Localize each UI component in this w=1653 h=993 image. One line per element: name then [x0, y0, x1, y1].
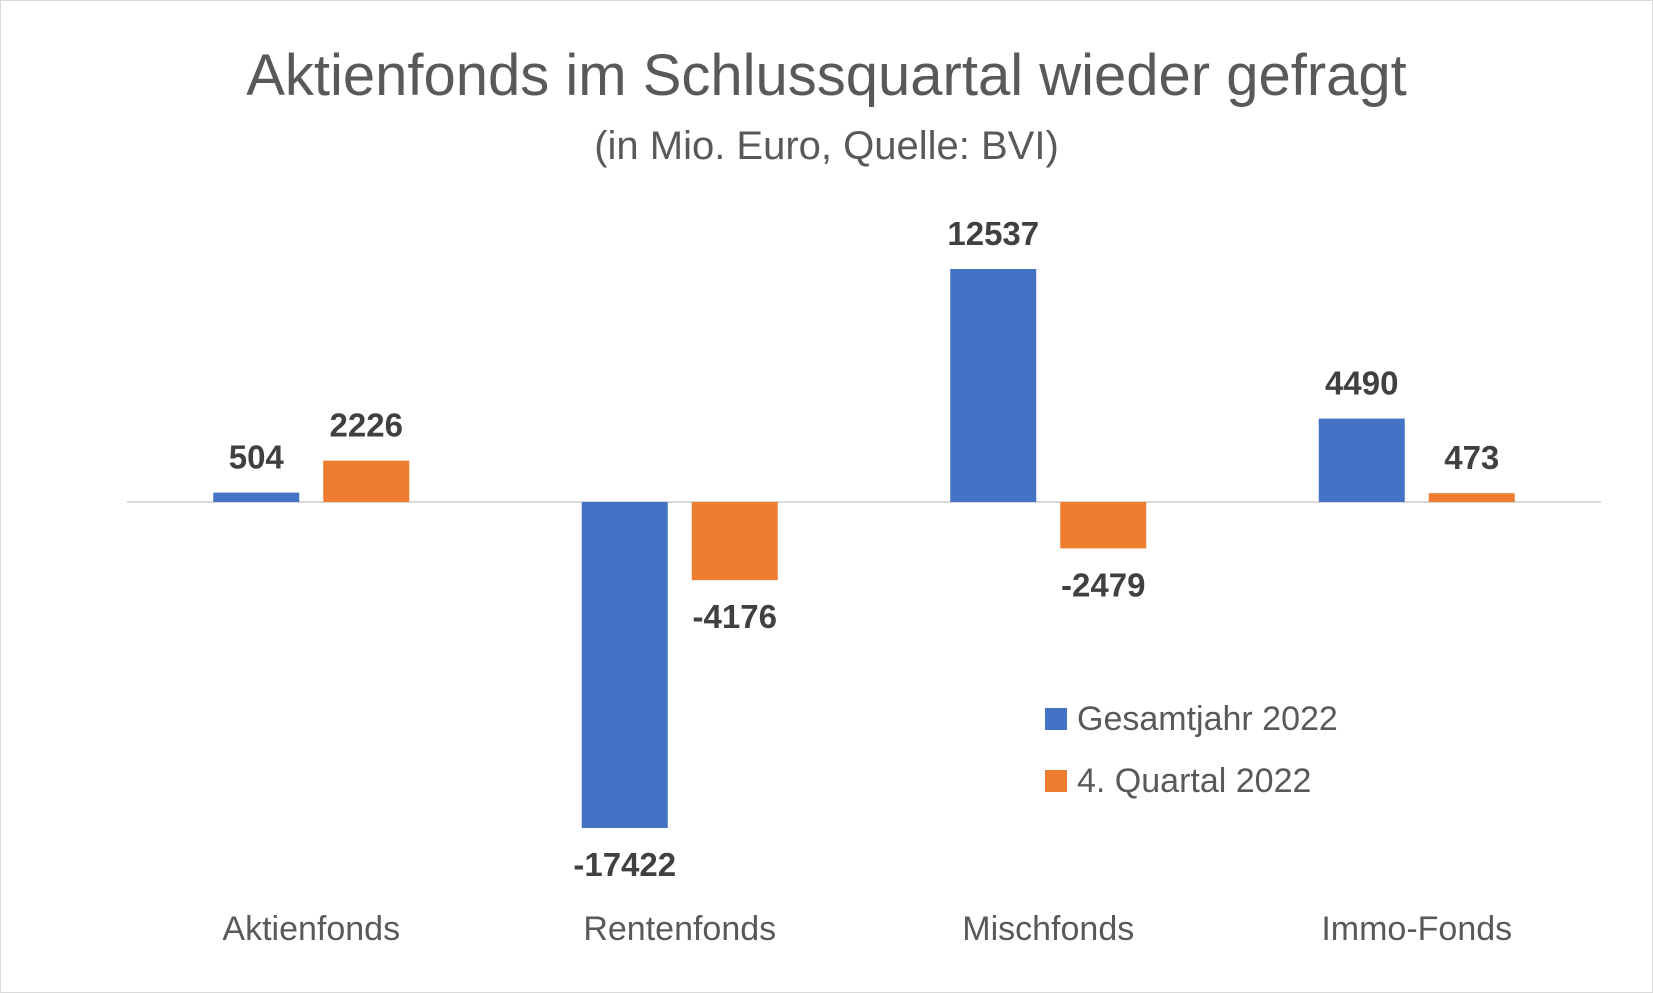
bar-gesamtjahr-rentenfonds — [581, 502, 668, 828]
bar-quartal-aktienfonds — [323, 460, 410, 502]
data-label: 504 — [229, 439, 285, 476]
data-label: -2479 — [1061, 566, 1145, 603]
data-label: -4176 — [693, 598, 777, 635]
legend-swatch — [1045, 708, 1067, 730]
data-label: 2226 — [330, 407, 403, 444]
chart-title: Aktienfonds im Schlussquartal wieder gef… — [246, 43, 1407, 108]
legend-label: 4. Quartal 2022 — [1077, 762, 1311, 800]
bar-quartal-immo-fonds — [1428, 493, 1515, 502]
category-label: Aktienfonds — [222, 910, 400, 948]
data-label: 12537 — [947, 215, 1039, 252]
bar-gesamtjahr-mischfonds — [950, 269, 1037, 502]
category-label: Immo-Fonds — [1321, 910, 1512, 948]
category-label: Rentenfonds — [583, 910, 776, 948]
data-label: 4490 — [1325, 365, 1398, 402]
bar-quartal-rentenfonds — [691, 502, 778, 581]
bar-gesamtjahr-aktienfonds — [213, 492, 300, 502]
category-label: Mischfonds — [962, 910, 1134, 948]
legend-label: Gesamtjahr 2022 — [1077, 700, 1338, 738]
data-label: -17422 — [573, 846, 676, 883]
legend-swatch — [1045, 770, 1067, 792]
data-label: 473 — [1444, 439, 1499, 476]
bar-quartal-mischfonds — [1060, 502, 1147, 549]
chart-subtitle: (in Mio. Euro, Quelle: BVI) — [594, 124, 1059, 168]
bar-gesamtjahr-immo-fonds — [1318, 418, 1405, 502]
